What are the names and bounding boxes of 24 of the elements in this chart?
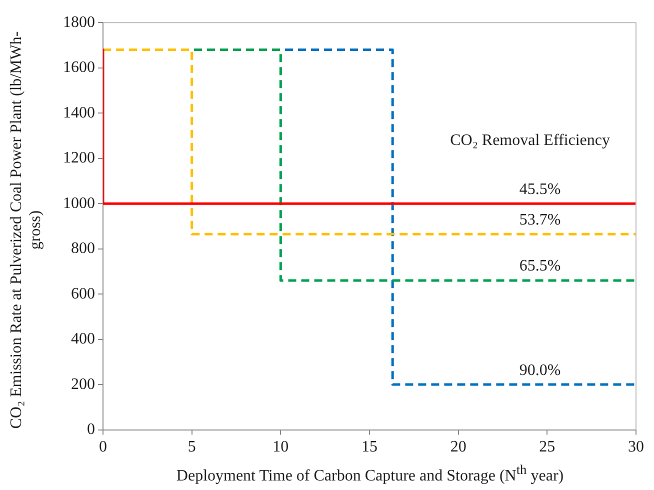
y-tick-label: 1000	[63, 194, 95, 212]
y-tick-label: 1800	[63, 14, 95, 31]
y-tick-label: 400	[71, 330, 95, 348]
y-tick-label: 1600	[63, 59, 95, 76]
y-tick-label: 0	[87, 421, 95, 438]
x-tick-label: 5	[188, 438, 196, 456]
x-tick-label: 15	[362, 438, 378, 456]
y-tick-label: 200	[71, 376, 95, 393]
x-tick-label: 0	[99, 438, 107, 456]
y-tick-label: 800	[71, 240, 95, 258]
series-label: 45.5%	[519, 180, 561, 198]
y-axis-title: CO₂ Emission Rate at Pulverized Coal Power Plant (lb/MWh-gross)	[7, 30, 45, 430]
annotation: CO₂ Removal Efficiency	[450, 132, 610, 150]
x-tick-label: 10	[272, 438, 289, 456]
series-label: 53.7%	[519, 211, 561, 228]
x-tick-label: 20	[450, 438, 466, 456]
x-tick-label: 25	[539, 438, 556, 456]
y-tick-label: 1400	[63, 104, 95, 122]
y-tick-label: 600	[71, 285, 95, 302]
series-label: 90.0%	[519, 362, 561, 379]
y-tick-label: 1200	[63, 150, 95, 167]
x-axis-title: Deployment Time of Carbon Capture and Storage (N$^{th}$ year)	[175, 462, 565, 486]
x-tick-label: 30	[628, 438, 644, 456]
series-label: 65.5%	[519, 258, 561, 275]
